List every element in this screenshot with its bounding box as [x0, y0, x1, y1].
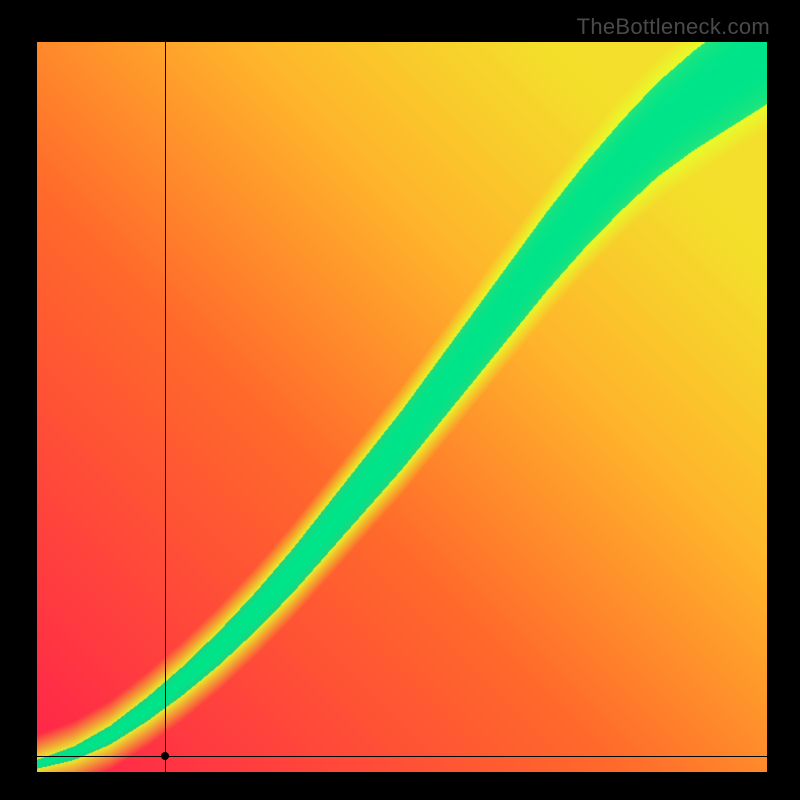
heatmap-plot: [37, 42, 767, 772]
heatmap-canvas: [37, 42, 767, 772]
bottleneck-marker[interactable]: [161, 752, 169, 760]
watermark-text: TheBottleneck.com: [577, 14, 770, 40]
crosshair-horizontal: [37, 756, 767, 757]
crosshair-vertical: [165, 42, 166, 772]
